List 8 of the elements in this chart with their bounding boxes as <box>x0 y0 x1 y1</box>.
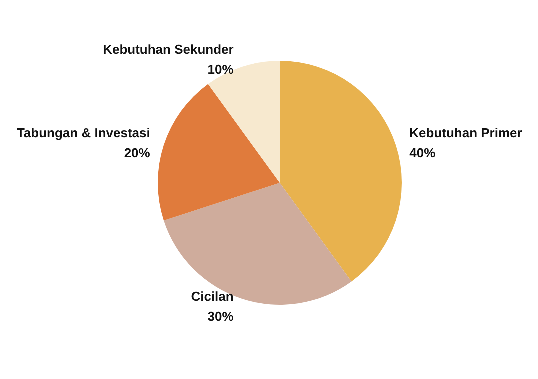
slice-label: Cicilan <box>191 289 234 304</box>
data-label: 20% <box>124 145 151 160</box>
slice-label: Tabungan & Investasi <box>16 125 150 140</box>
slice-label: Kebutuhan Sekunder <box>103 42 234 57</box>
data-label: 30% <box>208 309 234 324</box>
data-label: 40% <box>410 145 436 160</box>
data-label: 10% <box>208 62 234 77</box>
slice-label: Kebutuhan Primer <box>410 125 522 140</box>
